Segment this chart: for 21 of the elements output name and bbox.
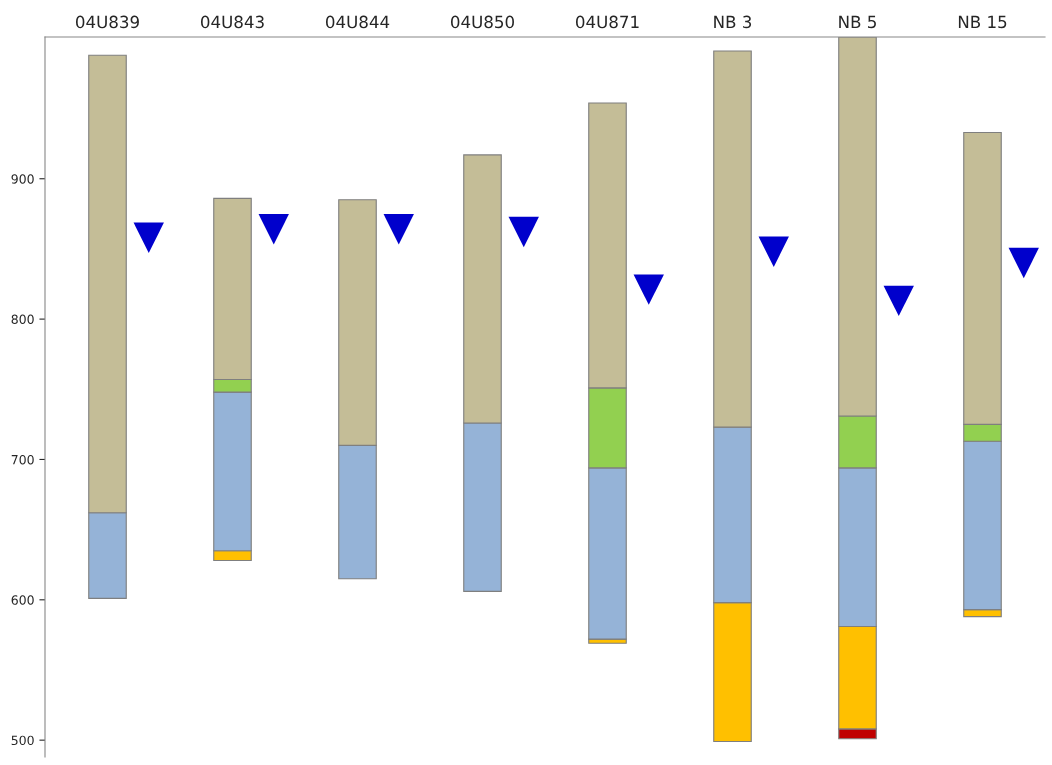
y-tick-label: 500 [11,735,34,746]
point [883,285,914,317]
x-tick-label: 04U843 [200,15,264,29]
x-tick-label: NB 3 [714,15,752,29]
point [633,274,664,305]
y-tick-label: 600 [11,595,34,605]
y-tick-label: 900 [11,174,34,184]
point [133,222,164,253]
x-tick-label: 04U844 [325,15,390,29]
x-tick-label: 04U850 [450,15,514,29]
point [508,216,539,248]
point [1008,247,1039,279]
y-tick-label: 700 [11,454,34,465]
x-tick-label: 04U839 [75,15,139,29]
y-tick-label: 800 [11,314,34,325]
point [758,236,789,267]
point [258,214,289,245]
x-tick-label: NB 5 [839,15,876,29]
point [383,214,414,245]
x-tick-label: 04U871 [575,15,639,29]
x-tick-label: NB 15 [958,15,1007,29]
